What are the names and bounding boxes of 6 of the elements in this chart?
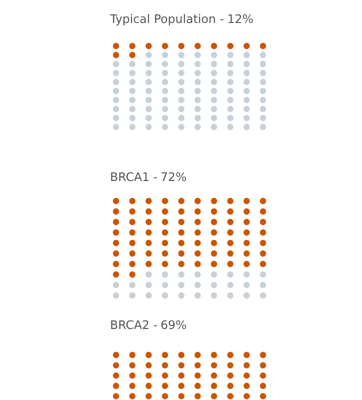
text: BRCA2 -	[111, 320, 157, 330]
text: BRCA1 -	[111, 172, 157, 182]
text: Typical Population -	[110, 14, 224, 26]
data-label: 12%	[228, 14, 253, 24]
data-label: 72%	[161, 172, 186, 182]
data-label: 69%	[161, 320, 186, 330]
